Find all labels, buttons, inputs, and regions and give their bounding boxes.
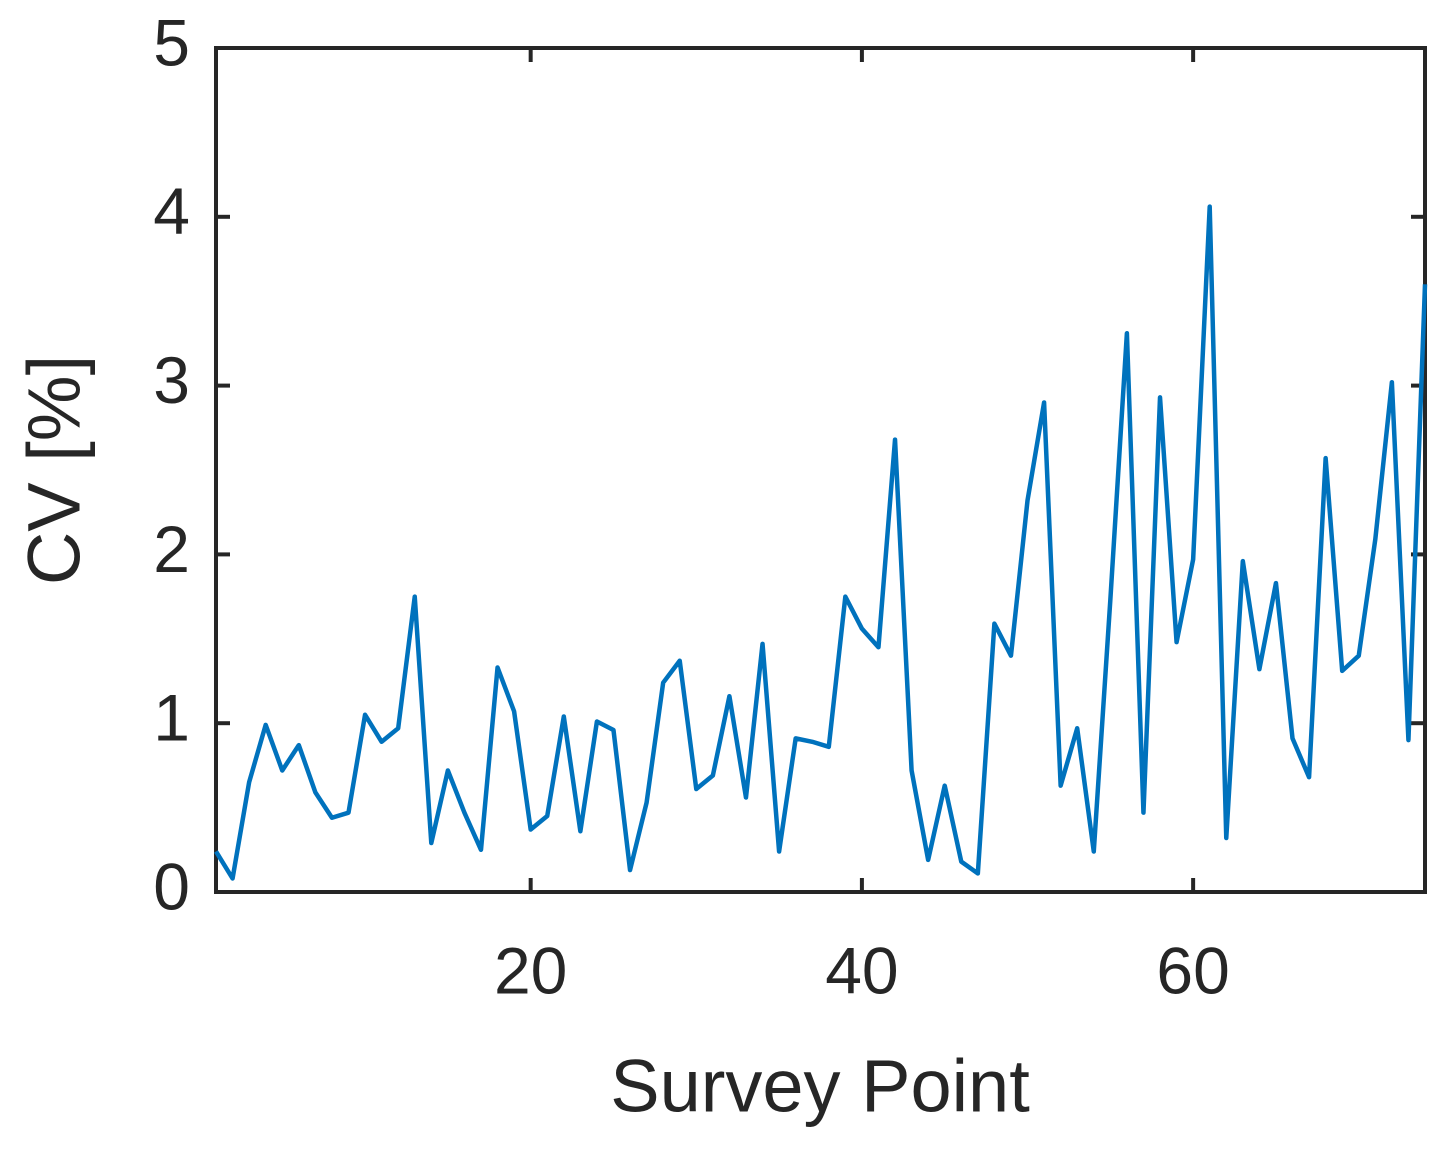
x-tick-label: 20 (494, 933, 567, 1007)
y-axis-label: CV [%] (13, 355, 96, 585)
plot-frame (214, 46, 1427, 894)
x-axis-label: Survey Point (610, 1045, 1030, 1128)
y-tick-label: 2 (153, 512, 190, 586)
y-tick-label: 0 (153, 849, 190, 923)
y-tick-label: 4 (153, 174, 190, 248)
x-tick-label: 60 (1156, 933, 1229, 1007)
y-tick-label: 3 (153, 343, 190, 417)
y-tick-label: 5 (153, 5, 190, 79)
data-line (214, 204, 1428, 881)
x-tick-label: 40 (825, 933, 898, 1007)
y-tick-label: 1 (153, 681, 190, 755)
